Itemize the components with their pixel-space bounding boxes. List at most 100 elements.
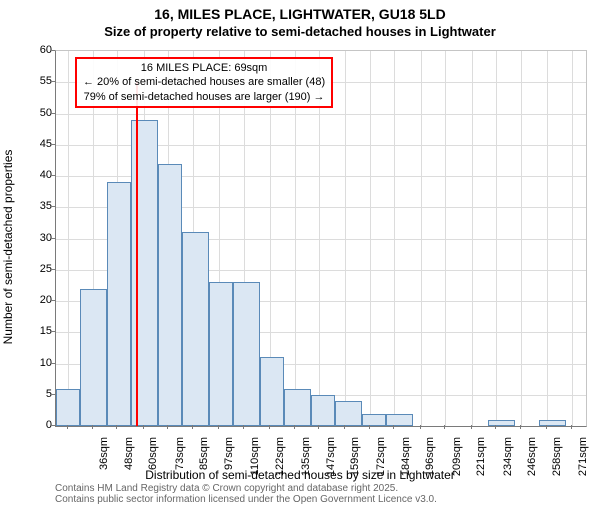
xtick-mark bbox=[393, 425, 394, 429]
histogram-bar bbox=[386, 414, 413, 427]
xtick-mark bbox=[344, 425, 345, 429]
ytick-label: 60 bbox=[12, 44, 52, 56]
xtick-mark bbox=[143, 425, 144, 429]
histogram-bar bbox=[182, 232, 209, 426]
histogram-bar bbox=[107, 182, 131, 426]
xtick-mark bbox=[269, 425, 270, 429]
ytick-mark bbox=[51, 394, 55, 395]
histogram-bar bbox=[260, 357, 284, 426]
xtick-label: 147sqm bbox=[325, 437, 337, 477]
xtick-mark bbox=[444, 425, 445, 429]
gridline-vertical bbox=[68, 51, 69, 426]
xtick-label: 221sqm bbox=[475, 437, 487, 477]
ytick-label: 50 bbox=[12, 107, 52, 119]
histogram-bar bbox=[362, 414, 386, 427]
histogram-bar bbox=[56, 389, 80, 427]
histogram-bar bbox=[488, 420, 515, 426]
ytick-mark bbox=[51, 206, 55, 207]
xtick-label: 258sqm bbox=[551, 437, 563, 477]
annotation-line-2: ← 20% of semi-detached houses are smalle… bbox=[83, 75, 325, 89]
xtick-label: 135sqm bbox=[300, 437, 312, 477]
xtick-label: 60sqm bbox=[147, 437, 159, 477]
xtick-label: 184sqm bbox=[400, 437, 412, 477]
xtick-label: 36sqm bbox=[98, 437, 110, 477]
gridline-vertical bbox=[394, 51, 395, 426]
gridline-vertical bbox=[370, 51, 371, 426]
gridline-vertical bbox=[496, 51, 497, 426]
histogram-bar bbox=[233, 282, 260, 426]
annotation-line-3: 79% of semi-detached houses are larger (… bbox=[83, 90, 325, 104]
xtick-mark bbox=[294, 425, 295, 429]
xtick-mark bbox=[92, 425, 93, 429]
ytick-mark bbox=[51, 175, 55, 176]
xtick-mark bbox=[420, 425, 421, 429]
ytick-label: 40 bbox=[12, 169, 52, 181]
ytick-mark bbox=[51, 238, 55, 239]
ytick-mark bbox=[51, 300, 55, 301]
annotation-box: 16 MILES PLACE: 69sqm← 20% of semi-detac… bbox=[75, 57, 333, 108]
chart-title-main: 16, MILES PLACE, LIGHTWATER, GU18 5LD bbox=[0, 6, 600, 22]
gridline-vertical bbox=[445, 51, 446, 426]
xtick-label: 159sqm bbox=[349, 437, 361, 477]
property-marker-line bbox=[136, 82, 138, 426]
xtick-mark bbox=[167, 425, 168, 429]
ytick-label: 0 bbox=[12, 419, 52, 431]
ytick-label: 35 bbox=[12, 200, 52, 212]
xtick-mark bbox=[192, 425, 193, 429]
gridline-vertical bbox=[547, 51, 548, 426]
xtick-label: 48sqm bbox=[123, 437, 135, 477]
xtick-label: 73sqm bbox=[174, 437, 186, 477]
xtick-label: 271sqm bbox=[577, 437, 589, 477]
annotation-line-1: 16 MILES PLACE: 69sqm bbox=[83, 61, 325, 75]
xtick-mark bbox=[571, 425, 572, 429]
gridline-vertical bbox=[572, 51, 573, 426]
ytick-label: 5 bbox=[12, 388, 52, 400]
xtick-mark bbox=[520, 425, 521, 429]
xtick-label: 234sqm bbox=[502, 437, 514, 477]
ytick-mark bbox=[51, 425, 55, 426]
histogram-bar bbox=[311, 395, 335, 426]
histogram-bar bbox=[80, 289, 107, 427]
ytick-label: 45 bbox=[12, 138, 52, 150]
chart-title-sub: Size of property relative to semi-detach… bbox=[0, 24, 600, 39]
histogram-bar bbox=[209, 282, 233, 426]
ytick-mark bbox=[51, 144, 55, 145]
xtick-mark bbox=[369, 425, 370, 429]
histogram-bar bbox=[539, 420, 566, 426]
gridline-vertical bbox=[521, 51, 522, 426]
ytick-label: 55 bbox=[12, 75, 52, 87]
xtick-label: 85sqm bbox=[198, 437, 210, 477]
footer-copyright-1: Contains HM Land Registry data © Crown c… bbox=[55, 483, 398, 494]
ytick-label: 20 bbox=[12, 294, 52, 306]
gridline-vertical bbox=[472, 51, 473, 426]
ytick-label: 25 bbox=[12, 263, 52, 275]
ytick-mark bbox=[51, 113, 55, 114]
histogram-bar bbox=[284, 389, 311, 427]
histogram-bar bbox=[158, 164, 182, 427]
xtick-mark bbox=[471, 425, 472, 429]
ytick-mark bbox=[51, 269, 55, 270]
histogram-bar bbox=[335, 401, 362, 426]
gridline-vertical bbox=[421, 51, 422, 426]
ytick-mark bbox=[51, 331, 55, 332]
xtick-label: 110sqm bbox=[249, 437, 261, 477]
ytick-label: 30 bbox=[12, 232, 52, 244]
xtick-label: 196sqm bbox=[424, 437, 436, 477]
property-size-histogram: 16, MILES PLACE, LIGHTWATER, GU18 5LD Si… bbox=[0, 0, 600, 500]
ytick-mark bbox=[51, 363, 55, 364]
ytick-label: 10 bbox=[12, 357, 52, 369]
xtick-mark bbox=[495, 425, 496, 429]
ytick-label: 15 bbox=[12, 325, 52, 337]
xtick-label: 97sqm bbox=[223, 437, 235, 477]
xtick-mark bbox=[318, 425, 319, 429]
xtick-mark bbox=[243, 425, 244, 429]
xtick-mark bbox=[116, 425, 117, 429]
gridline-vertical bbox=[345, 51, 346, 426]
xtick-mark bbox=[546, 425, 547, 429]
ytick-mark bbox=[51, 50, 55, 51]
xtick-label: 172sqm bbox=[375, 437, 387, 477]
xtick-label: 209sqm bbox=[451, 437, 463, 477]
xtick-mark bbox=[218, 425, 219, 429]
xtick-label: 246sqm bbox=[526, 437, 538, 477]
xtick-label: 122sqm bbox=[274, 437, 286, 477]
